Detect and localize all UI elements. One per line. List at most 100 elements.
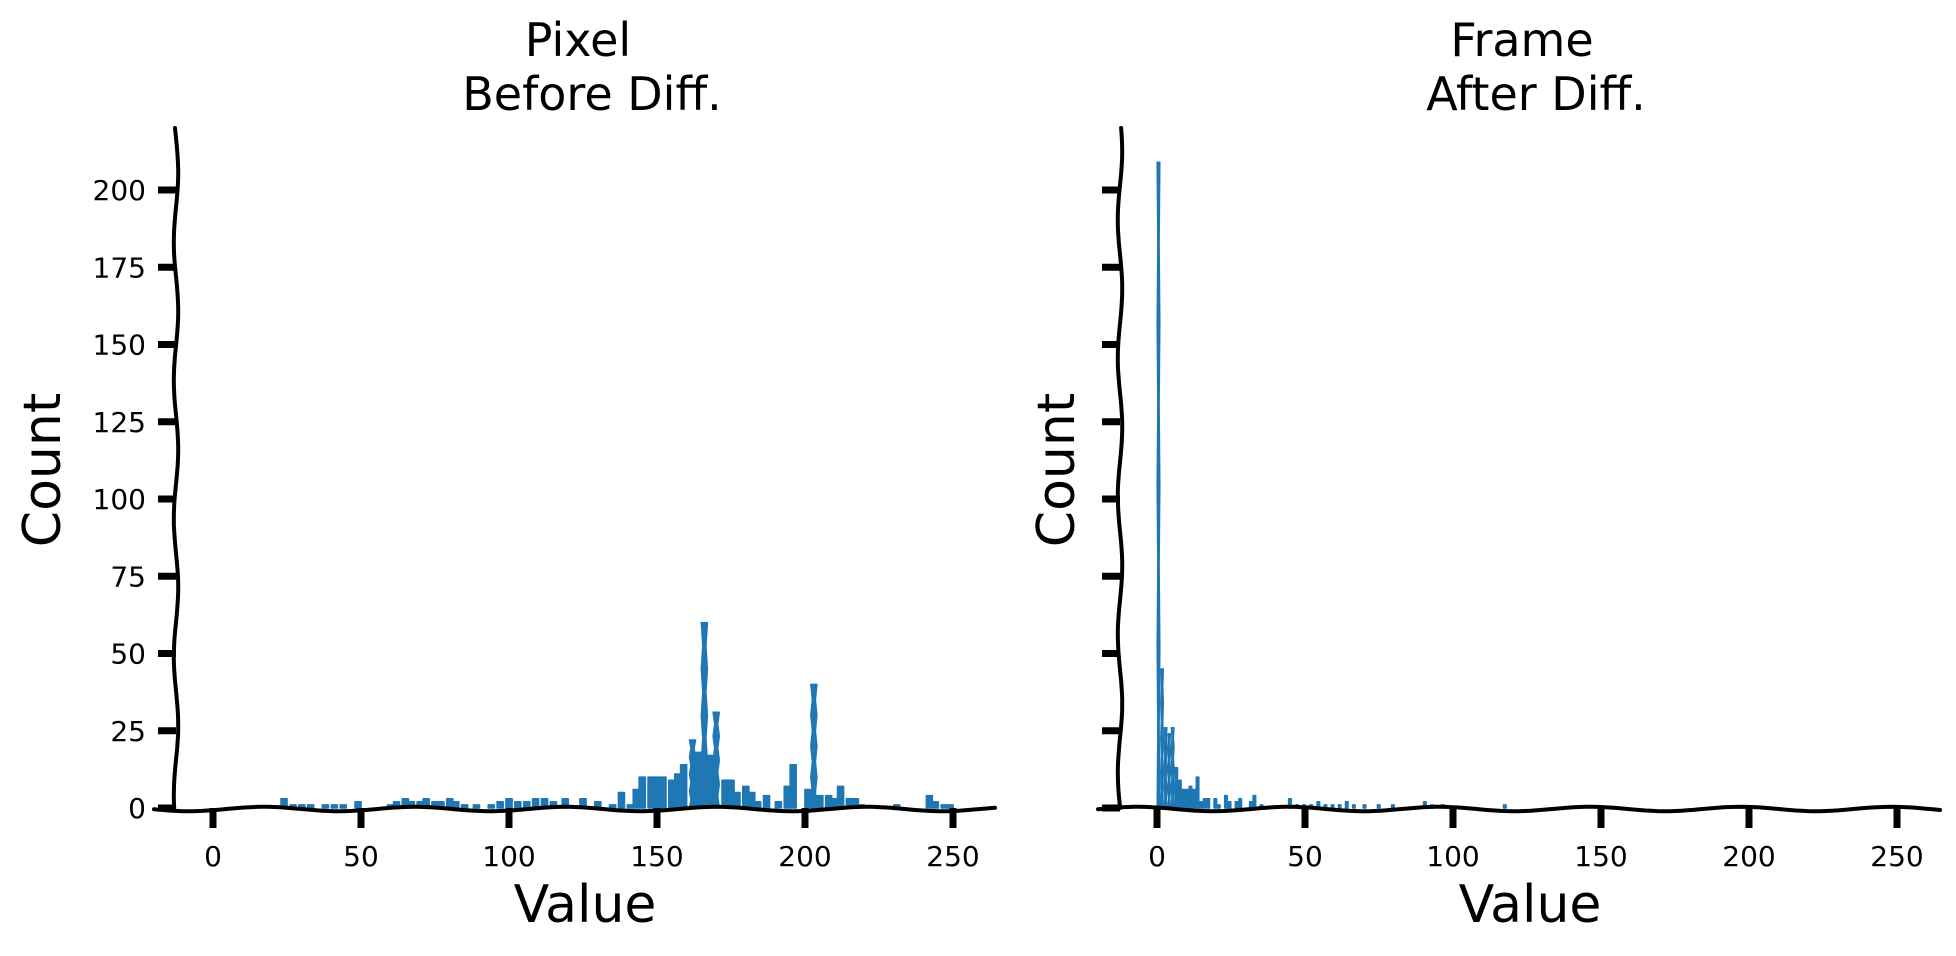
histogram-bar (451, 801, 460, 809)
x-axis-label: Value (514, 875, 657, 935)
x-axis-label: Value (1459, 875, 1602, 935)
histogram-bar (753, 801, 762, 809)
x-axis-line (1096, 804, 1942, 814)
y-tick-label: 75 (110, 560, 146, 593)
histogram-bar (1216, 804, 1221, 809)
x-axis-ticks: 0 50 100 150 200 250 (204, 808, 980, 873)
histogram-pixel-before-diff: Pixel Before Diff. Count Value 0 25 50 75 10… (13, 13, 997, 935)
histogram-bar (1502, 804, 1507, 809)
histogram-bar (815, 794, 824, 809)
histogram-bar (472, 804, 481, 809)
histogram-bar (306, 804, 315, 809)
x-tick-label: 100 (1426, 840, 1479, 873)
y-tick-label: 100 (93, 483, 146, 516)
histogram-bar (1344, 801, 1349, 809)
chart-title-line-2: After Diff. (1426, 67, 1646, 121)
y-axis-line (171, 126, 181, 810)
histogram-bar (487, 804, 496, 809)
histogram-bar (1177, 779, 1182, 809)
histogram-bar (1252, 794, 1257, 809)
histogram-bar (1351, 804, 1356, 809)
histogram-bar (496, 801, 504, 809)
x-axis-ticks: 0 50 100 150 200 250 (1148, 808, 1924, 873)
histogram-frame-after-diff: Frame After Diff. Count Value 0 50 100 150 2… (1027, 13, 1942, 935)
chart-title-line-2: Before Diff. (462, 67, 722, 121)
histogram-bar (1227, 801, 1232, 809)
histogram-bar (638, 776, 647, 809)
histogram-bar (608, 804, 617, 809)
y-axis-line (1115, 126, 1125, 810)
histogram-bar (679, 763, 688, 809)
histogram-bar (1174, 767, 1179, 809)
histogram-bar (617, 791, 626, 809)
histogram-bar (762, 794, 771, 809)
histogram-bar (1191, 788, 1197, 809)
x-tick-label: 150 (1574, 840, 1627, 873)
x-tick-label: 150 (630, 840, 683, 873)
histogram-bar (1184, 788, 1189, 809)
histogram-bar (1167, 733, 1172, 809)
x-tick-label: 250 (1870, 840, 1923, 873)
histogram-bar (321, 804, 330, 809)
histogram-bar (460, 804, 469, 809)
x-tick-label: 200 (1722, 840, 1775, 873)
histogram-bar (339, 804, 348, 809)
histogram-bar (1390, 804, 1395, 809)
histogram-bar (1156, 161, 1161, 809)
histogram-bar (946, 804, 954, 809)
x-tick-label: 200 (778, 840, 831, 873)
y-tick-label: 125 (93, 406, 146, 439)
histogram-bar (1163, 726, 1168, 809)
x-tick-label: 0 (1148, 840, 1166, 873)
chart-title-line-1: Pixel (525, 13, 631, 67)
histogram-bar (706, 754, 715, 809)
histogram-bar (925, 794, 934, 809)
histogram-bar (789, 763, 797, 809)
histogram-bar (1223, 794, 1228, 809)
histogram-bar (1206, 797, 1211, 809)
histogram-bar (330, 804, 339, 809)
y-tick-label: 200 (93, 174, 146, 207)
histogram-bar (354, 801, 362, 809)
y-tick-label: 0 (128, 792, 146, 825)
histogram-bar (931, 801, 940, 809)
y-axis-label: Count (1027, 393, 1087, 547)
histogram-bar (694, 751, 703, 809)
y-tick-label: 150 (93, 329, 146, 362)
chart-title-line-1: Frame (1450, 13, 1593, 67)
y-tick-label: 50 (110, 638, 146, 671)
x-tick-label: 50 (1287, 840, 1323, 873)
y-axis-label: Count (13, 393, 73, 547)
histogram-bar (810, 683, 818, 809)
histogram-bar (712, 711, 721, 809)
x-tick-label: 50 (343, 840, 379, 873)
histogram-bar (1199, 801, 1204, 809)
histogram-bars (1156, 161, 1507, 809)
histogram-bar (1202, 797, 1207, 809)
y-tick-label: 25 (110, 715, 146, 748)
histogram-bar (836, 785, 845, 809)
histogram-bar (1170, 726, 1175, 809)
x-tick-label: 100 (482, 840, 535, 873)
histogram-bar (1234, 801, 1239, 809)
histogram-bar (774, 801, 783, 809)
x-axis-line (152, 804, 997, 814)
histogram-bar (1362, 804, 1367, 809)
y-axis-ticks: 0 25 50 75 100 125 150 175 200 (93, 174, 176, 825)
histogram-bar (804, 788, 812, 809)
histogram-bar (1195, 776, 1200, 809)
y-tick-label: 175 (93, 251, 146, 284)
histogram-bar (1376, 804, 1381, 809)
histogram-bar (1337, 804, 1342, 809)
histogram-bars (280, 621, 954, 809)
x-tick-label: 250 (926, 840, 979, 873)
histogram-bar (1188, 785, 1193, 809)
histogram-bar (505, 797, 513, 809)
histogram-bar (1181, 788, 1186, 809)
histogram-bar (1238, 797, 1243, 809)
histogram-bar (1160, 668, 1165, 809)
histogram-bar (659, 776, 667, 809)
histogram-bar (1213, 797, 1218, 809)
histogram-bar (514, 801, 522, 809)
